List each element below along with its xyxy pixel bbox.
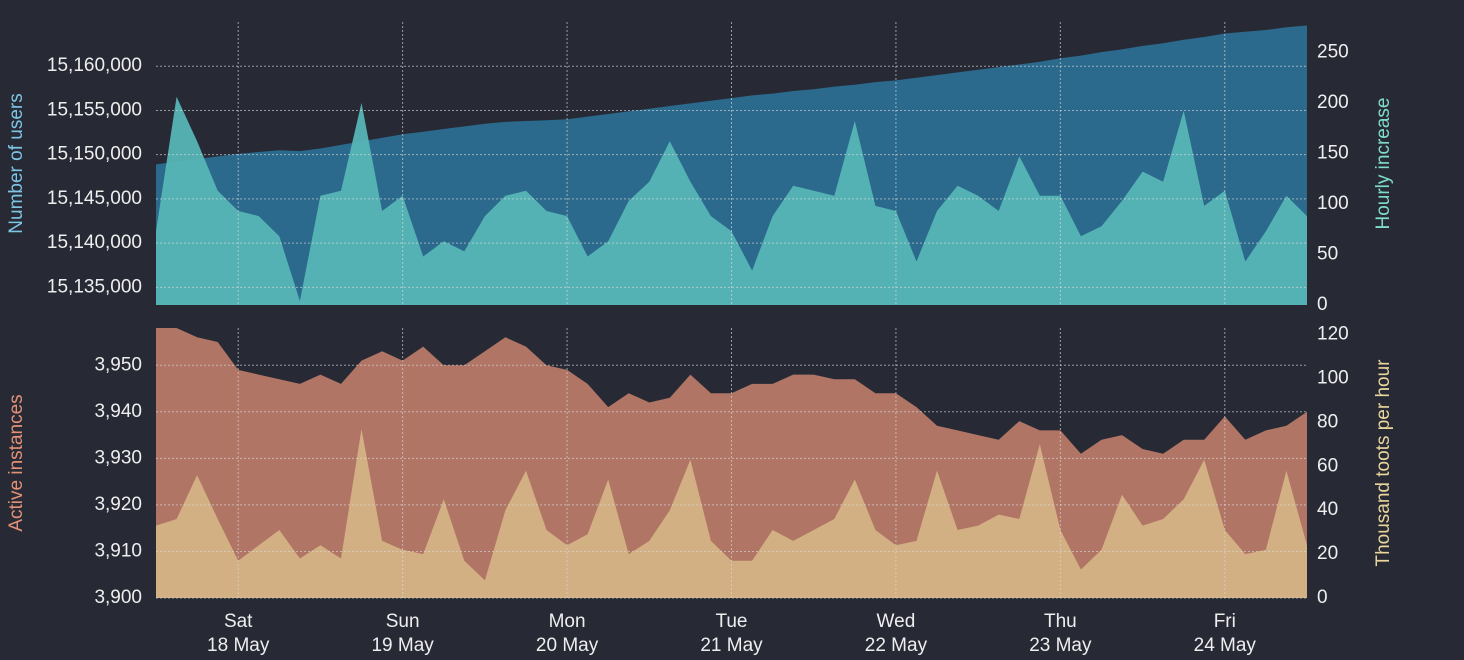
x-tick-day: Sat: [224, 611, 253, 632]
x-tick-date: 22 May: [865, 635, 928, 656]
x-tick-date: 21 May: [700, 635, 763, 656]
y-axis-title: Active instances: [6, 394, 27, 531]
x-tick-date: 23 May: [1029, 635, 1092, 656]
y-tick-label: 3,950: [94, 354, 142, 375]
y-tick-label: 3,900: [94, 587, 142, 608]
x-tick-day: Mon: [549, 611, 586, 632]
y-axis-title: Number of users: [6, 93, 27, 233]
y2-tick-label: 200: [1317, 92, 1349, 113]
y2-tick-label: 40: [1317, 499, 1338, 520]
y-tick-label: 3,920: [94, 494, 142, 515]
y2-tick-label: 20: [1317, 543, 1338, 564]
y2-tick-label: 250: [1317, 41, 1349, 62]
x-tick-date: 20 May: [536, 635, 599, 656]
y2-tick-label: 0: [1317, 587, 1328, 608]
x-tick-day: Tue: [715, 611, 747, 632]
y2-tick-label: 100: [1317, 368, 1349, 389]
x-tick-date: 18 May: [207, 635, 270, 656]
x-tick-day: Fri: [1214, 611, 1236, 632]
y-tick-label: 15,160,000: [47, 55, 142, 76]
y2-tick-label: 150: [1317, 142, 1349, 163]
y-tick-label: 15,150,000: [47, 144, 142, 165]
y-tick-label: 15,135,000: [47, 276, 142, 297]
y2-tick-label: 80: [1317, 411, 1338, 432]
y-tick-label: 3,940: [94, 401, 142, 422]
y2-tick-label: 60: [1317, 455, 1338, 476]
y-tick-label: 3,930: [94, 447, 142, 468]
y2-tick-label: 120: [1317, 324, 1349, 345]
x-tick-date: 19 May: [371, 635, 434, 656]
x-tick-day: Sun: [386, 611, 420, 632]
y2-axis-title: Hourly increase: [1373, 98, 1394, 230]
y2-tick-label: 50: [1317, 243, 1338, 264]
area-series: [156, 96, 1307, 305]
y-tick-label: 15,140,000: [47, 232, 142, 253]
y2-tick-label: 100: [1317, 193, 1349, 214]
y-tick-label: 3,910: [94, 540, 142, 561]
y2-axis-title: Thousand toots per hour: [1373, 359, 1394, 567]
y2-tick-label: 0: [1317, 294, 1328, 315]
area-series: [156, 429, 1307, 598]
y-tick-label: 15,145,000: [47, 188, 142, 209]
x-tick-date: 24 May: [1194, 635, 1257, 656]
y-tick-label: 15,155,000: [47, 99, 142, 120]
x-tick-day: Wed: [877, 611, 916, 632]
x-tick-day: Thu: [1044, 611, 1077, 632]
